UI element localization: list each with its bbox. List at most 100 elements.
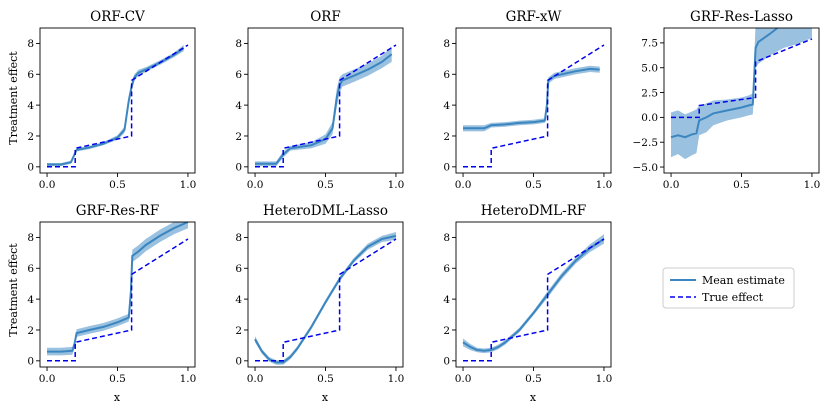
plot-area (47, 44, 189, 168)
plot-area (255, 44, 397, 168)
y-tick-label: 8 (235, 232, 242, 244)
axes-frame (39, 27, 196, 174)
y-tick-label: 0 (443, 162, 450, 174)
y-tick-label: 0 (443, 356, 450, 368)
y-tick-label: 6 (27, 69, 34, 81)
y-tick-label: 6 (443, 263, 450, 275)
chart-title: GRF-Res-RF (76, 203, 159, 219)
y-tick-label: 0 (27, 356, 34, 368)
chart-title: ORF-CV (90, 9, 145, 25)
legend-mean-label: Mean estimate (702, 274, 785, 287)
y-tick-label: 6 (235, 263, 242, 275)
legend: Mean estimate True effect (662, 267, 795, 309)
confidence-band (47, 222, 188, 356)
x-tick-label: 0.5 (317, 179, 334, 191)
y-tick-label: 6 (27, 263, 34, 275)
axes-frame (455, 221, 612, 368)
x-axis-label-1: x (114, 391, 121, 404)
x-tick-label: 0.5 (109, 179, 126, 191)
y-tick-label: 8 (27, 232, 34, 244)
chart-panel-1: 0 2 4 6 8 0.0 0.5 1.0 ORF-CV (27, 9, 196, 191)
y-tick-label: 6 (235, 69, 242, 81)
mean-estimate-line (463, 67, 600, 130)
y-tick-label: 8 (235, 38, 242, 50)
y-tick-label: 0.0 (641, 112, 658, 124)
x-tick-label: 0.0 (455, 179, 472, 191)
x-tick-label: 1.0 (180, 179, 197, 191)
x-tick-label: 0.5 (733, 179, 750, 191)
chart-panel-4: −5.0 −2.5 0.0 2.5 5.0 7.5 0.0 0.5 1.0 GRF-Res-Las… (633, 9, 821, 191)
chart-title: HeteroDML-Lasso (263, 203, 388, 219)
true-effect-line (463, 44, 605, 168)
chart-title: ORF (310, 9, 341, 25)
y-tick-label: 0 (235, 356, 242, 368)
y-tick-label: 2 (235, 325, 242, 337)
mean-estimate-line (670, 28, 780, 139)
plot-area (47, 222, 189, 362)
y-tick-label: 6 (443, 69, 450, 81)
y-tick-label: 8 (443, 38, 450, 50)
y-tick-label: 2 (27, 325, 34, 337)
axes-frame (247, 27, 404, 174)
plot-area (463, 44, 605, 168)
axes-frame (455, 27, 612, 174)
true-effect-line (671, 38, 813, 119)
x-tick-label: 1.0 (180, 373, 197, 385)
confidence-band (671, 28, 812, 160)
y-tick-label: 4 (443, 294, 450, 306)
chart-panel-6: 0 2 4 6 8 0.0 0.5 1.0 HeteroDML-Lasso (235, 203, 404, 385)
y-tick-label: −2.5 (633, 137, 659, 149)
mean-estimate-line (254, 234, 397, 364)
true-effect-line (255, 44, 397, 168)
y-tick-label: 8 (27, 38, 34, 50)
axes-frame (39, 221, 196, 368)
x-tick-label: 0.5 (525, 373, 542, 385)
confidence-band (463, 234, 604, 354)
mean-estimate-line (462, 238, 605, 352)
legend-frame (662, 267, 795, 309)
x-tick-label: 1.0 (596, 179, 613, 191)
x-tick-label: 0.0 (39, 373, 56, 385)
x-tick-label: 0.0 (247, 373, 264, 385)
y-tick-label: 4 (235, 100, 242, 112)
confidence-band (463, 65, 600, 132)
x-tick-label: 0.5 (317, 373, 334, 385)
mean-estimate-line (47, 222, 189, 353)
x-axis-label-3: x (530, 391, 537, 404)
y-axis-label-row1: Treatment effect (7, 51, 20, 145)
y-tick-label: 2 (443, 131, 450, 143)
y-tick-label: 2 (235, 131, 242, 143)
x-tick-label: 1.0 (388, 373, 405, 385)
mean-estimate-line (255, 53, 393, 165)
y-tick-label: 2.5 (641, 87, 658, 99)
plot-area (254, 232, 397, 365)
y-axis-label-row2: Treatment effect (7, 243, 20, 337)
chart-title: GRF-Res-Lasso (690, 9, 793, 25)
chart-title: GRF-xW (506, 9, 562, 25)
y-tick-label: 4 (27, 294, 34, 306)
plot-area (462, 234, 605, 362)
x-tick-label: 0.0 (455, 373, 472, 385)
axes-frame (247, 221, 404, 368)
chart-panel-3: 0 2 4 6 8 0.0 0.5 1.0 GRF-xW (443, 9, 612, 191)
confidence-band (255, 46, 392, 167)
x-axis-label-2: x (322, 391, 329, 404)
y-tick-label: 5.0 (641, 63, 658, 75)
y-tick-label: 4 (235, 294, 242, 306)
true-effect-line (255, 238, 397, 362)
x-tick-label: 1.0 (804, 179, 821, 191)
y-tick-label: 7.5 (641, 38, 658, 50)
x-tick-label: 0.0 (39, 179, 56, 191)
chart-panel-5: 0 2 4 6 8 0.0 0.5 1.0 GRF-Res-RF (27, 203, 196, 385)
y-tick-label: 2 (27, 131, 34, 143)
y-tick-label: 4 (443, 100, 450, 112)
y-tick-label: 8 (443, 232, 450, 244)
legend-true-label: True effect (702, 291, 764, 304)
y-tick-label: 2 (443, 325, 450, 337)
y-tick-label: −5.0 (633, 162, 659, 174)
y-tick-label: 4 (27, 100, 34, 112)
true-effect-line (47, 44, 189, 168)
mean-estimate-line (47, 47, 185, 166)
chart-panel-2: 0 2 4 6 8 0.0 0.5 1.0 ORF (235, 9, 404, 191)
